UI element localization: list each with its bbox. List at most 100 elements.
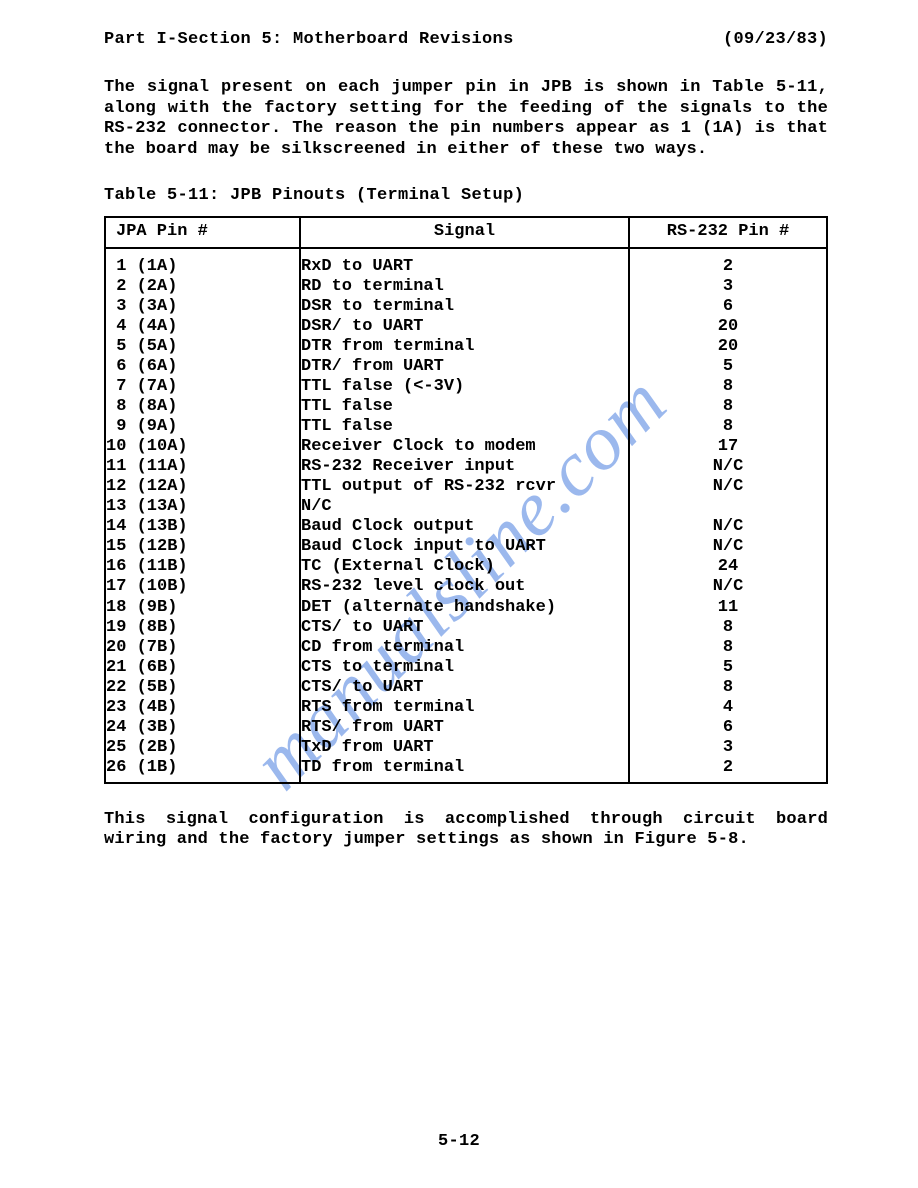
cell-signal: CTS to terminal	[300, 658, 629, 678]
header-right: (09/23/83)	[723, 30, 828, 50]
cell-signal: TTL false (<-3V)	[300, 377, 629, 397]
table-row: 6 (6A)DTR/ from UART5	[105, 357, 827, 377]
page-number: 5-12	[0, 1132, 918, 1152]
cell-rs232: N/C	[629, 537, 827, 557]
cell-pin: 7 (7A)	[105, 377, 300, 397]
cell-pin: 23 (4B)	[105, 698, 300, 718]
table-row: 19 (8B)CTS/ to UART8	[105, 618, 827, 638]
cell-rs232: 8	[629, 678, 827, 698]
table-row: 10 (10A)Receiver Clock to modem17	[105, 437, 827, 457]
cell-signal: TxD from UART	[300, 738, 629, 758]
cell-pin: 19 (8B)	[105, 618, 300, 638]
cell-rs232: 3	[629, 738, 827, 758]
cell-signal: TTL output of RS-232 rcvr	[300, 477, 629, 497]
cell-rs232: 6	[629, 297, 827, 317]
cell-signal: RS-232 level clock out	[300, 577, 629, 597]
table-row: 9 (9A)TTL false8	[105, 417, 827, 437]
cell-rs232: 20	[629, 337, 827, 357]
cell-pin: 6 (6A)	[105, 357, 300, 377]
col-header-pin: JPA Pin #	[105, 217, 300, 247]
cell-signal: RxD to UART	[300, 248, 629, 277]
cell-rs232: N/C	[629, 457, 827, 477]
cell-rs232: 5	[629, 357, 827, 377]
cell-pin: 5 (5A)	[105, 337, 300, 357]
cell-rs232: 24	[629, 557, 827, 577]
table-row: 26 (1B)TD from terminal2	[105, 758, 827, 783]
header-left: Part I-Section 5: Motherboard Revisions	[104, 30, 514, 50]
table-row: 7 (7A)TTL false (<-3V)8	[105, 377, 827, 397]
cell-rs232: 8	[629, 618, 827, 638]
cell-pin: 4 (4A)	[105, 317, 300, 337]
cell-pin: 9 (9A)	[105, 417, 300, 437]
cell-pin: 13 (13A)	[105, 497, 300, 517]
table-row: 2 (2A)RD to terminal3	[105, 277, 827, 297]
cell-pin: 20 (7B)	[105, 638, 300, 658]
cell-pin: 8 (8A)	[105, 397, 300, 417]
cell-signal: DSR/ to UART	[300, 317, 629, 337]
col-header-signal: Signal	[300, 217, 629, 247]
cell-signal: DET (alternate handshake)	[300, 598, 629, 618]
table-row: 16 (11B)TC (External Clock)24	[105, 557, 827, 577]
table-row: 11 (11A)RS-232 Receiver inputN/C	[105, 457, 827, 477]
table-row: 4 (4A)DSR/ to UART20	[105, 317, 827, 337]
cell-signal: RS-232 Receiver input	[300, 457, 629, 477]
cell-signal: CD from terminal	[300, 638, 629, 658]
cell-signal: DTR from terminal	[300, 337, 629, 357]
cell-pin: 21 (6B)	[105, 658, 300, 678]
cell-pin: 14 (13B)	[105, 517, 300, 537]
cell-rs232: 2	[629, 758, 827, 783]
table-row: 15 (12B)Baud Clock input to UARTN/C	[105, 537, 827, 557]
table-row: 20 (7B)CD from terminal8	[105, 638, 827, 658]
cell-signal: Baud Clock input to UART	[300, 537, 629, 557]
table-row: 24 (3B)RTS/ from UART6	[105, 718, 827, 738]
intro-paragraph: The signal present on each jumper pin in…	[104, 78, 828, 160]
cell-signal: TD from terminal	[300, 758, 629, 783]
table-header-row: JPA Pin # Signal RS-232 Pin #	[105, 217, 827, 247]
document-page: Part I-Section 5: Motherboard Revisions …	[0, 0, 918, 851]
cell-rs232: 3	[629, 277, 827, 297]
cell-signal: RTS from terminal	[300, 698, 629, 718]
table-row: 1 (1A)RxD to UART2	[105, 248, 827, 277]
cell-pin: 3 (3A)	[105, 297, 300, 317]
cell-signal: CTS/ to UART	[300, 618, 629, 638]
table-row: 5 (5A)DTR from terminal20	[105, 337, 827, 357]
table-row: 18 (9B)DET (alternate handshake)11	[105, 598, 827, 618]
cell-pin: 24 (3B)	[105, 718, 300, 738]
cell-pin: 11 (11A)	[105, 457, 300, 477]
cell-pin: 16 (11B)	[105, 557, 300, 577]
cell-rs232: 6	[629, 718, 827, 738]
cell-rs232	[629, 497, 827, 517]
cell-pin: 22 (5B)	[105, 678, 300, 698]
cell-signal: DTR/ from UART	[300, 357, 629, 377]
cell-signal: DSR to terminal	[300, 297, 629, 317]
cell-pin: 2 (2A)	[105, 277, 300, 297]
page-header: Part I-Section 5: Motherboard Revisions …	[104, 30, 828, 50]
cell-pin: 1 (1A)	[105, 248, 300, 277]
cell-pin: 26 (1B)	[105, 758, 300, 783]
table-row: 12 (12A)TTL output of RS-232 rcvrN/C	[105, 477, 827, 497]
cell-rs232: 20	[629, 317, 827, 337]
table-row: 25 (2B)TxD from UART3	[105, 738, 827, 758]
table-row: 8 (8A)TTL false8	[105, 397, 827, 417]
cell-signal: N/C	[300, 497, 629, 517]
cell-rs232: 4	[629, 698, 827, 718]
cell-rs232: 8	[629, 417, 827, 437]
cell-rs232: 8	[629, 397, 827, 417]
cell-signal: CTS/ to UART	[300, 678, 629, 698]
cell-pin: 18 (9B)	[105, 598, 300, 618]
table-row: 17 (10B)RS-232 level clock outN/C	[105, 577, 827, 597]
cell-rs232: 5	[629, 658, 827, 678]
col-header-rs232: RS-232 Pin #	[629, 217, 827, 247]
table-row: 13 (13A)N/C	[105, 497, 827, 517]
table-row: 3 (3A)DSR to terminal6	[105, 297, 827, 317]
cell-signal: RD to terminal	[300, 277, 629, 297]
cell-pin: 25 (2B)	[105, 738, 300, 758]
cell-rs232: N/C	[629, 577, 827, 597]
table-title: Table 5-11: JPB Pinouts (Terminal Setup)	[104, 186, 828, 206]
pinout-table: JPA Pin # Signal RS-232 Pin # 1 (1A)RxD …	[104, 216, 828, 784]
table-row: 22 (5B)CTS/ to UART8	[105, 678, 827, 698]
cell-pin: 15 (12B)	[105, 537, 300, 557]
table-row: 23 (4B)RTS from terminal4	[105, 698, 827, 718]
cell-rs232: 8	[629, 638, 827, 658]
table-row: 21 (6B)CTS to terminal5	[105, 658, 827, 678]
